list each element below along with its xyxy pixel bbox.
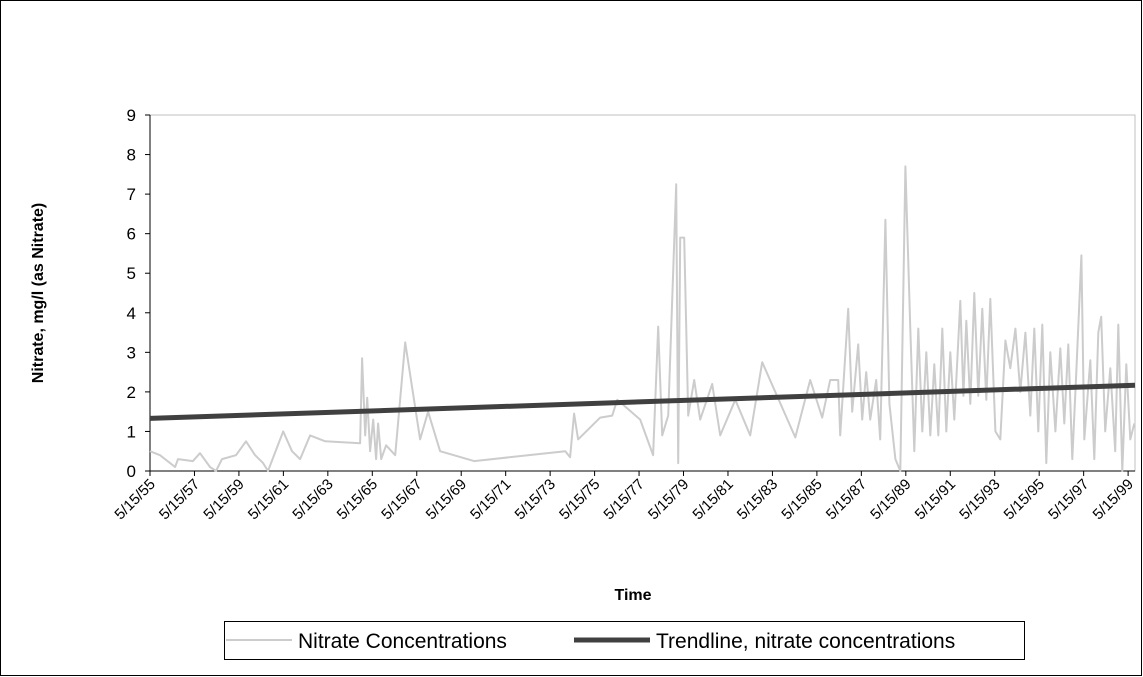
y-tick-label: 2: [127, 383, 136, 402]
y-tick-label: 0: [127, 462, 136, 481]
x-axis-label: Time: [614, 587, 651, 604]
data-line: [149, 382, 1136, 421]
y-tick-label: 1: [127, 422, 136, 441]
y-axis-label: Nitrate, mg/l (as Nitrate): [30, 203, 47, 383]
data-line: [149, 165, 1136, 472]
y-tick-label: 9: [127, 106, 136, 125]
y-tick-label: 7: [127, 185, 136, 204]
legend-label: Trendline, nitrate concentrations: [656, 630, 955, 653]
y-tick-label: 6: [127, 225, 136, 244]
y-tick-label: 5: [127, 264, 136, 283]
legend-label: Nitrate Concentrations: [298, 630, 507, 653]
y-tick-label: 3: [127, 343, 136, 362]
y-tick-label: 8: [127, 146, 136, 165]
y-tick-label: 4: [127, 304, 136, 323]
legend: [224, 621, 1025, 660]
